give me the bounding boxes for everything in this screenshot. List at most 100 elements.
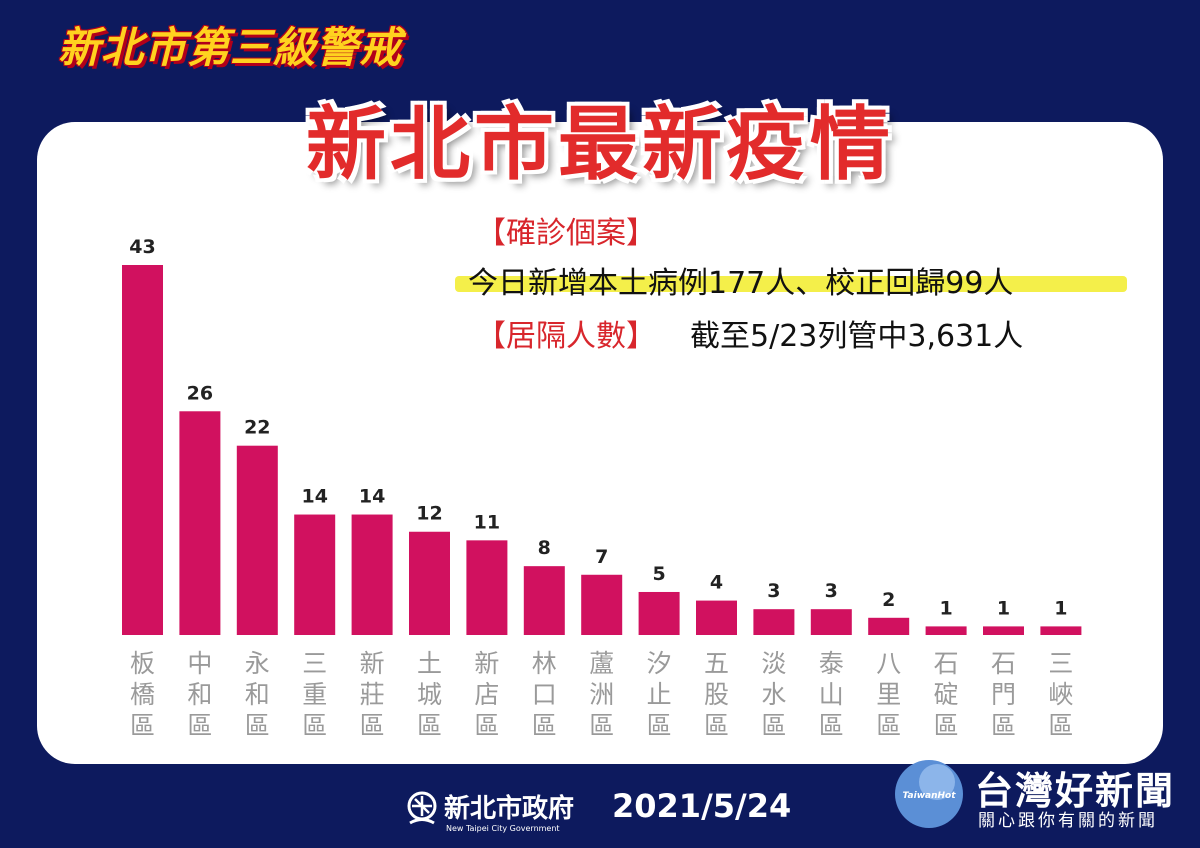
category-label-char: 店 — [474, 680, 499, 709]
category-label-char: 蘆 — [589, 649, 614, 678]
category-label-char: 碇 — [934, 680, 959, 709]
confirmed-text: 今日新增本土病例177人、校正回歸99人 — [468, 266, 1014, 301]
main-title: 新北市最新疫情 — [306, 98, 894, 191]
isolation-text: 截至5/23列管中3,631人 — [690, 319, 1024, 354]
category-label-char: 區 — [934, 711, 959, 740]
category-label-char: 重 — [302, 680, 327, 709]
bar-value-label: 22 — [244, 417, 270, 439]
category-label-char: 區 — [819, 711, 844, 740]
category-label-char: 石 — [991, 649, 1016, 678]
category-label-char: 區 — [532, 711, 557, 740]
category-label-char: 區 — [417, 711, 442, 740]
bar-value-label: 1 — [1054, 597, 1067, 619]
category-label-char: 洲 — [589, 680, 614, 709]
category-label-char: 區 — [647, 711, 672, 740]
category-label-char: 區 — [876, 711, 901, 740]
bar-汐止區 — [638, 591, 680, 635]
category-label-char: 石 — [934, 649, 959, 678]
category-label-char: 門 — [991, 680, 1016, 709]
category-label-char: 水 — [761, 680, 786, 709]
bar-泰山區 — [810, 609, 852, 635]
bar-蘆洲區 — [581, 574, 623, 635]
category-label-char: 區 — [991, 711, 1016, 740]
taiwanhot-logo-icon: TaiwanHot — [895, 760, 963, 828]
bar-value-label: 7 — [595, 546, 608, 568]
bar-value-label: 1 — [997, 597, 1010, 619]
category-label-char: 橋 — [130, 680, 155, 709]
bar-value-label: 26 — [187, 382, 213, 404]
bar-永和區 — [236, 445, 278, 635]
watermark-subtitle: 關心跟你有關的新聞 — [978, 811, 1158, 831]
bar-value-label: 14 — [359, 486, 385, 508]
category-label-char: 城 — [417, 680, 442, 709]
new-taipei-logo-icon — [407, 791, 437, 825]
category-label-char: 里 — [876, 680, 901, 709]
org-name-en: New Taipei City Government — [446, 824, 560, 833]
category-label-char: 區 — [474, 711, 499, 740]
category-label-char: 區 — [360, 711, 385, 740]
category-label-char: 林 — [532, 649, 557, 678]
bar-淡水區 — [753, 609, 795, 635]
category-label-char: 區 — [589, 711, 614, 740]
category-label-char: 汐 — [647, 649, 672, 678]
publish-date: 2021/5/24 — [612, 787, 792, 825]
bar-新店區 — [466, 540, 508, 635]
category-label-char: 三 — [302, 649, 327, 678]
chart-card — [37, 122, 1163, 764]
bar-板橋區 — [122, 265, 163, 635]
category-label-char: 區 — [130, 711, 155, 740]
bar-value-label: 4 — [710, 572, 723, 594]
alert-level-title: 新北市第三級警戒 — [58, 23, 403, 72]
category-label-char: 口 — [532, 680, 557, 709]
category-label-char: 淡 — [761, 649, 786, 678]
category-label-char: 和 — [245, 680, 270, 709]
category-label-char: 區 — [302, 711, 327, 740]
category-label-char: 峽 — [1048, 680, 1073, 709]
bar-土城區 — [409, 531, 450, 635]
bar-value-label: 12 — [416, 503, 442, 525]
bar-石門區 — [983, 626, 1024, 635]
category-label-char: 三 — [1048, 649, 1073, 678]
category-label-char: 八 — [876, 649, 901, 678]
text-highlight — [455, 276, 1127, 292]
category-label-char: 五 — [704, 649, 729, 678]
bar-value-label: 5 — [652, 563, 665, 585]
category-label-char: 區 — [187, 711, 212, 740]
bar-value-label: 43 — [129, 236, 155, 258]
category-label-char: 區 — [704, 711, 729, 740]
category-label-char: 區 — [1048, 711, 1073, 740]
bar-中和區 — [179, 411, 221, 635]
bar-value-label: 2 — [882, 589, 895, 611]
watermark-name: 台灣好新聞 — [975, 769, 1176, 813]
category-label-char: 新 — [360, 649, 385, 678]
bar-value-label: 1 — [939, 597, 952, 619]
bar-value-label: 3 — [825, 580, 838, 602]
category-label-char: 區 — [761, 711, 786, 740]
isolation-label: 【居隔人數】 — [476, 319, 656, 354]
bar-value-label: 14 — [301, 486, 327, 508]
org-name: 新北市政府 — [444, 794, 575, 824]
category-label-char: 止 — [647, 680, 672, 709]
watermark-logo-text: TaiwanHot — [902, 791, 956, 801]
bar-林口區 — [523, 566, 565, 635]
bar-三重區 — [294, 514, 336, 635]
category-label-char: 泰 — [819, 649, 844, 678]
bar-八里區 — [868, 617, 910, 635]
confirmed-label: 【確診個案】 — [476, 216, 656, 251]
category-label-char: 土 — [417, 649, 442, 678]
category-label-char: 板 — [130, 649, 155, 678]
bar-三峽區 — [1040, 626, 1082, 635]
category-label-char: 莊 — [360, 680, 385, 709]
category-label-char: 新 — [474, 649, 499, 678]
category-label-char: 區 — [245, 711, 270, 740]
category-label-char: 永 — [245, 649, 270, 678]
category-label-char: 股 — [704, 680, 729, 709]
category-label-char: 中 — [187, 649, 212, 678]
bar-value-label: 8 — [538, 537, 551, 559]
bar-value-label: 3 — [767, 580, 780, 602]
bar-石碇區 — [925, 626, 967, 635]
category-label-char: 山 — [819, 680, 844, 709]
category-label-char: 和 — [187, 680, 212, 709]
bar-五股區 — [696, 600, 737, 635]
